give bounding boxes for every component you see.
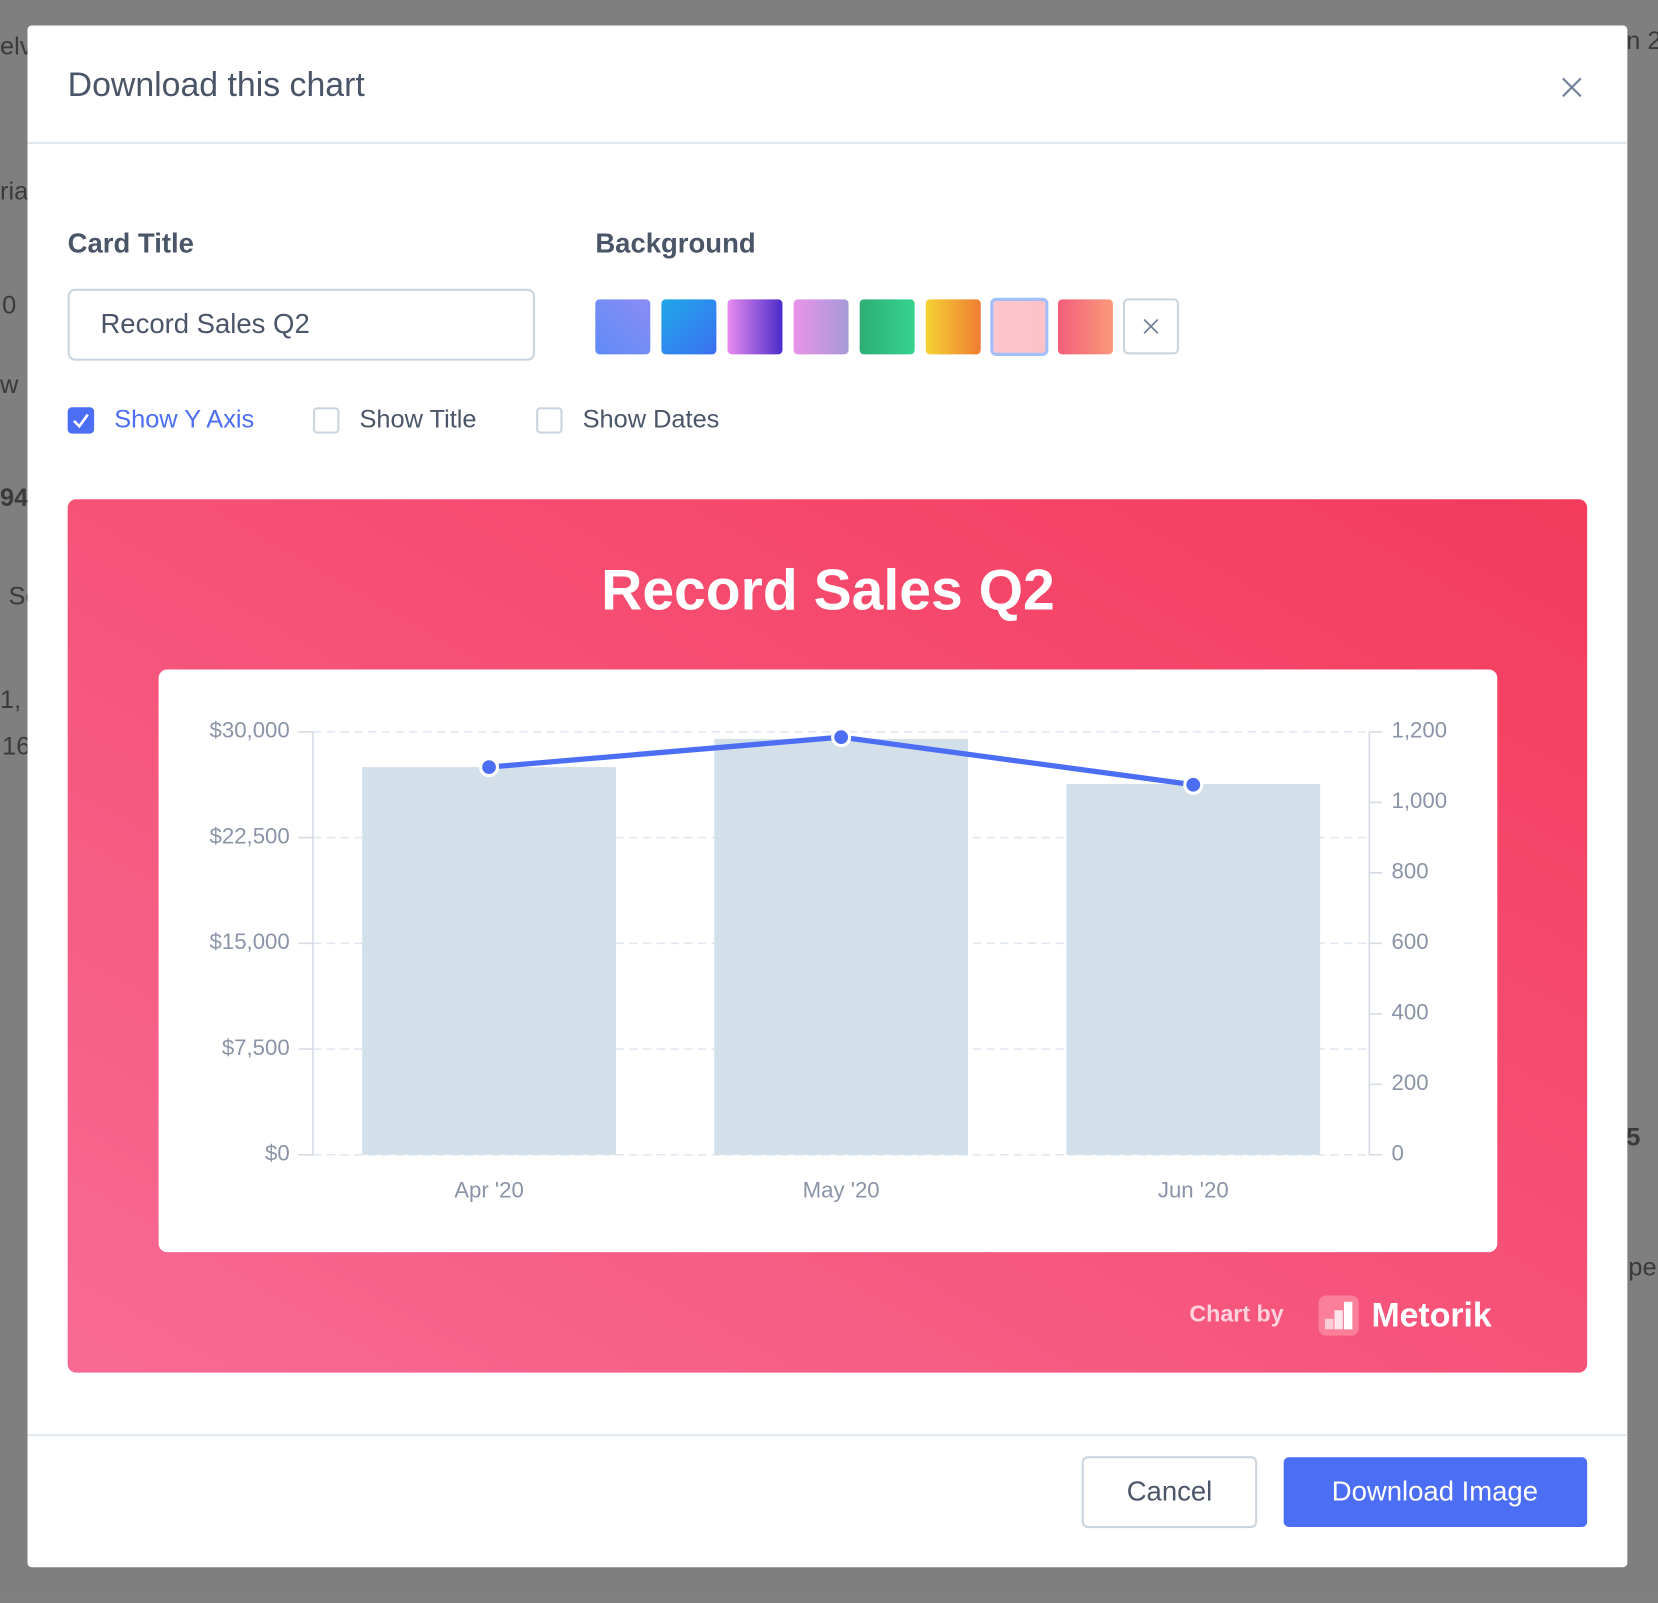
y2-tick-label: 400 [1392,1000,1429,1025]
background-text: 94 [0,484,28,512]
y2-tick-label: 800 [1392,859,1429,884]
background-text: pe [1628,1254,1656,1282]
clear-icon [1143,318,1159,334]
button-label: Cancel [1127,1475,1213,1506]
checkbox[interactable] [312,407,340,434]
bar [1066,784,1321,1155]
color-swatch[interactable] [661,299,717,355]
y2-tick-label: 200 [1392,1070,1429,1095]
line-point [1183,774,1204,795]
field-label: Background [595,228,755,259]
color-swatch[interactable] [859,299,915,355]
background-text: 5 [1626,1124,1640,1152]
color-swatch[interactable] [1057,299,1113,355]
line-point [479,757,500,778]
x-tick-label: Apr '20 [454,1178,524,1203]
y-tick-label: $7,500 [222,1035,290,1060]
background-text: w [0,371,19,399]
color-swatch[interactable] [990,297,1049,356]
y-tick-label: $0 [265,1141,290,1166]
color-swatch[interactable] [727,299,783,355]
checkbox-label[interactable]: Show Title [360,406,477,434]
y-tick-label: $15,000 [210,929,290,954]
brand-name: Metorik [1371,1297,1491,1335]
close-button[interactable] [1562,77,1582,98]
field-label: Card Title [68,228,194,259]
input-value: Record Sales Q2 [100,308,309,339]
y2-tick-label: 0 [1392,1141,1404,1166]
color-swatch[interactable] [595,299,651,355]
y2-tick-label: 1,200 [1392,718,1448,743]
bar [362,767,616,1155]
checkbox-label[interactable]: Show Dates [583,406,720,434]
swatch-group [595,297,1179,356]
color-swatch[interactable] [793,299,849,355]
y-tick-label: $30,000 [210,718,290,743]
credit: Chart by [1189,1301,1283,1327]
background-text: n 2 [1626,27,1658,55]
x-tick-label: Jun '20 [1158,1178,1229,1203]
checkbox-label[interactable]: Show Y Axis [114,406,254,434]
bar [714,738,969,1155]
download-button[interactable] [1283,1457,1588,1528]
check-mark [73,413,89,429]
y-tick-label: $22,500 [210,823,290,848]
background-text: 16 [2,732,30,760]
background-text: ria [0,177,29,205]
checkbox-group: Show Y Axis Show Title Show Dates [67,406,720,434]
background-text: elv [0,32,33,60]
cancel-button[interactable] [1081,1456,1258,1529]
y2-tick-label: 1,000 [1392,788,1448,813]
checkbox[interactable] [67,407,95,434]
line-point [831,727,852,748]
plot: $0 $7,500 $15,000 $22,500 $30,000 0 200 400 600 8… [210,718,1448,1203]
x-tick-label: May '20 [803,1178,880,1203]
text-input[interactable] [67,288,536,361]
background-text: 0 [2,291,16,319]
brand-logo [1318,1295,1359,1336]
checkbox[interactable] [536,407,563,434]
color-swatch[interactable] [925,299,981,355]
modal-title: Download this chart [68,66,366,104]
y2-tick-label: 600 [1392,929,1429,954]
chart-title: Record Sales Q2 [601,558,1055,622]
button-label: Download Image [1332,1475,1538,1506]
